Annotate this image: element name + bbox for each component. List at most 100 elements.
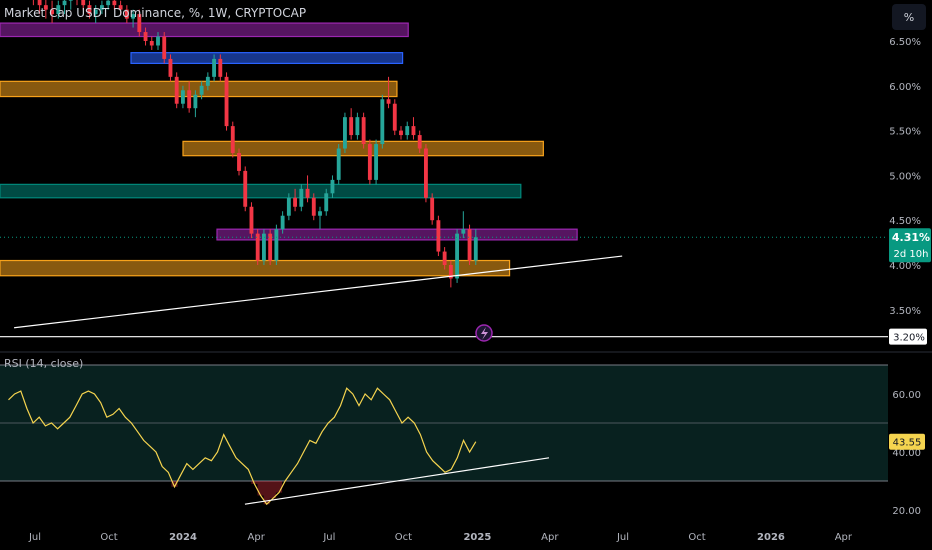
candle-body bbox=[156, 36, 160, 46]
candle-body bbox=[68, 0, 73, 1]
time-tick-label: 2024 bbox=[169, 532, 197, 543]
price-badges: 4.31% 2d 10h 3.20% 43.55 bbox=[889, 228, 931, 450]
candle-body bbox=[342, 117, 347, 149]
candle-body bbox=[467, 229, 472, 261]
candle-body bbox=[180, 90, 185, 104]
candle-body bbox=[56, 5, 61, 15]
time-tick-label: Apr bbox=[835, 532, 853, 543]
candle-body bbox=[261, 233, 266, 261]
candle-body bbox=[43, 5, 48, 10]
chart-title: Market Cap USDT Dominance, %, 1W, CRYPTO… bbox=[4, 6, 307, 20]
candle-body bbox=[137, 14, 142, 33]
rsi-panel bbox=[0, 364, 888, 506]
candle-body bbox=[336, 148, 341, 180]
candle-body bbox=[442, 251, 447, 265]
candle-body bbox=[187, 90, 192, 109]
rsi-tick-label: 40.00 bbox=[892, 448, 921, 459]
candle-body bbox=[411, 126, 416, 136]
candle-body bbox=[374, 144, 379, 180]
trend-lines bbox=[0, 236, 888, 342]
candle-body bbox=[311, 197, 316, 216]
candle-body bbox=[205, 76, 210, 86]
candle-body bbox=[174, 76, 179, 104]
price-tick-label: 4.00% bbox=[889, 261, 921, 272]
candle-body bbox=[99, 5, 104, 10]
candle-body bbox=[249, 206, 254, 234]
candle-body bbox=[199, 85, 204, 95]
scale-percent-button[interactable]: % bbox=[892, 4, 926, 30]
candlesticks bbox=[32, 0, 478, 288]
horizontal-zones bbox=[0, 22, 578, 277]
candle-body bbox=[124, 9, 129, 19]
candle-body bbox=[62, 0, 67, 6]
zone-5 bbox=[216, 228, 578, 241]
zone-4 bbox=[0, 183, 522, 199]
candle-body bbox=[386, 99, 391, 104]
candle-body bbox=[461, 229, 466, 234]
candle-body bbox=[162, 36, 167, 59]
lightning-icon-glyph bbox=[481, 327, 488, 340]
time-tick-label: Apr bbox=[541, 532, 559, 543]
rsi-value-badge bbox=[889, 433, 925, 450]
time-tick-label: Jul bbox=[322, 532, 335, 543]
candle-body bbox=[455, 233, 460, 279]
candle-body bbox=[293, 197, 298, 207]
time-tick-label: Oct bbox=[100, 532, 117, 543]
time-tick-label: Apr bbox=[248, 532, 266, 543]
time-tick-label: Jul bbox=[28, 532, 41, 543]
candle-body bbox=[81, 0, 86, 6]
candle-body bbox=[380, 99, 385, 145]
level-label: 3.20% bbox=[893, 333, 925, 344]
candle-body bbox=[424, 148, 428, 198]
candle-body bbox=[106, 0, 111, 6]
current-price-label: 4.31% bbox=[892, 231, 930, 244]
candle-body bbox=[392, 103, 397, 131]
candle-body bbox=[118, 5, 123, 10]
candle-body bbox=[299, 188, 304, 207]
time-tick-label: Oct bbox=[395, 532, 412, 543]
candle-body bbox=[131, 14, 136, 19]
candle-body bbox=[224, 76, 229, 127]
candle-body bbox=[93, 9, 98, 15]
candle-body bbox=[405, 126, 410, 136]
price-tick-label: 5.50% bbox=[889, 127, 921, 138]
time-tick-label: 2025 bbox=[463, 532, 491, 543]
candle-body bbox=[318, 211, 322, 216]
current-price-badge bbox=[889, 228, 931, 263]
rsi-title: RSI (14, close) bbox=[4, 357, 84, 370]
candle-body bbox=[237, 153, 241, 171]
candle-body bbox=[448, 265, 453, 279]
candle-body bbox=[436, 220, 441, 252]
axes: 6.50% 6.00% 5.50% 5.00% 4.50% 4.00% 3.50% 60.00… bbox=[28, 37, 921, 543]
candle-body bbox=[349, 117, 354, 136]
candle-body bbox=[255, 233, 260, 261]
candle-body bbox=[212, 58, 217, 77]
candle-body bbox=[280, 215, 285, 230]
candle-body bbox=[243, 170, 248, 207]
candle-body bbox=[430, 197, 435, 221]
candle-body bbox=[50, 9, 55, 15]
candle-body bbox=[112, 0, 117, 6]
candle-body bbox=[324, 193, 329, 212]
rsi-oversold-fill bbox=[171, 481, 283, 505]
candle-body bbox=[230, 126, 235, 153]
time-tick-label: 2026 bbox=[757, 532, 785, 543]
rsi-tick-label: 20.00 bbox=[892, 506, 921, 517]
support-trend-line bbox=[14, 255, 623, 329]
candle-body bbox=[268, 233, 273, 261]
rsi-value-label: 43.55 bbox=[893, 438, 922, 449]
candle-body bbox=[149, 41, 154, 46]
rsi-line bbox=[8, 387, 477, 506]
price-tick-label: 3.50% bbox=[889, 306, 921, 317]
candle-body bbox=[286, 197, 291, 216]
candle-body bbox=[399, 130, 403, 136]
level-badge bbox=[889, 328, 927, 345]
candle-body bbox=[417, 135, 422, 149]
candle-body bbox=[87, 5, 92, 15]
rsi-tick-label: 60.00 bbox=[892, 390, 921, 401]
candle-body bbox=[37, 0, 42, 6]
price-tick-label: 4.50% bbox=[889, 216, 921, 227]
time-tick-label: Jul bbox=[616, 532, 629, 543]
zone-0 bbox=[0, 22, 409, 38]
